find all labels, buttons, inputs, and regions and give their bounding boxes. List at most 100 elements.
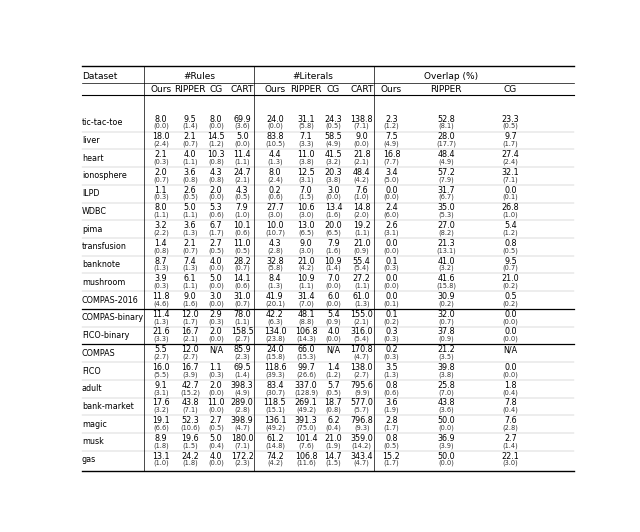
Text: 24.0: 24.0 [266,114,284,123]
Text: (2.7): (2.7) [153,354,169,360]
Text: 11.8: 11.8 [152,292,170,301]
Text: 0.0: 0.0 [504,186,516,195]
Text: Dataset: Dataset [82,72,117,81]
Text: FICO: FICO [82,367,100,376]
Text: (2.8): (2.8) [234,407,250,413]
Text: (3.3): (3.3) [298,141,314,147]
Text: 21.3: 21.3 [437,239,455,248]
Text: (1.3): (1.3) [267,159,283,165]
Text: 134.0: 134.0 [264,328,286,336]
Text: (3.9): (3.9) [182,371,198,378]
Text: 24.2: 24.2 [181,452,199,461]
Text: 11.0: 11.0 [234,239,251,248]
Text: bank-market: bank-market [82,402,134,411]
Text: (1.7): (1.7) [502,141,518,147]
Text: 0.0: 0.0 [385,186,397,195]
Text: 2.9: 2.9 [209,310,222,319]
Text: 14.5: 14.5 [207,132,225,142]
Text: (0.8): (0.8) [208,176,224,182]
Text: (5.4): (5.4) [354,336,370,342]
Text: CG: CG [209,85,223,94]
Text: (7.1): (7.1) [502,176,518,182]
Text: (1.3): (1.3) [182,229,198,236]
Text: 6.0: 6.0 [327,292,340,301]
Text: (10.7): (10.7) [265,229,285,236]
Text: (1.7): (1.7) [208,229,224,236]
Text: 13.1: 13.1 [152,452,170,461]
Text: 10.9: 10.9 [324,256,342,265]
Text: 27.0: 27.0 [437,221,455,230]
Text: (1.4): (1.4) [326,265,341,271]
Text: (2.3): (2.3) [234,354,250,360]
Text: 0.1: 0.1 [385,310,397,319]
Text: (1.3): (1.3) [383,371,399,378]
Text: RIPPER: RIPPER [174,85,206,94]
Text: 21.8: 21.8 [353,150,371,159]
Text: 101.4: 101.4 [295,434,317,443]
Text: (4.7): (4.7) [354,354,370,360]
Text: (4.2): (4.2) [354,176,370,182]
Text: 42.7: 42.7 [181,381,199,390]
Text: 28.2: 28.2 [234,256,251,265]
Text: (0.5): (0.5) [326,389,341,396]
Text: 35.0: 35.0 [437,203,455,212]
Text: 16.0: 16.0 [152,363,170,372]
Text: (0.3): (0.3) [153,282,169,289]
Text: 48.4: 48.4 [353,168,371,177]
Text: (6.5): (6.5) [298,229,314,236]
Text: 32.1: 32.1 [502,168,519,177]
Text: 27.7: 27.7 [266,203,284,212]
Text: (7.0): (7.0) [438,389,454,396]
Text: Ours: Ours [150,85,172,94]
Text: 5.7: 5.7 [327,381,340,390]
Text: 0.2: 0.2 [385,345,398,354]
Text: (0.0): (0.0) [502,318,518,325]
Text: (8.2): (8.2) [438,229,454,236]
Text: heart: heart [82,154,104,163]
Text: 7.0: 7.0 [300,186,312,195]
Text: (0.0): (0.0) [208,282,224,289]
Text: (0.3): (0.3) [383,265,399,271]
Text: 172.2: 172.2 [231,452,253,461]
Text: 28.0: 28.0 [437,132,455,142]
Text: (4.7): (4.7) [234,425,250,431]
Text: 69.5: 69.5 [234,363,251,372]
Text: (7.7): (7.7) [383,159,399,165]
Text: 398.9: 398.9 [231,416,253,425]
Text: 4.0: 4.0 [210,452,222,461]
Text: (3.0): (3.0) [267,212,283,218]
Text: 180.0: 180.0 [231,434,253,443]
Text: 170.8: 170.8 [351,345,373,354]
Text: COMPAS-2016: COMPAS-2016 [82,296,139,304]
Text: RIPPER: RIPPER [430,85,462,94]
Text: 10.0: 10.0 [266,221,284,230]
Text: (0.3): (0.3) [153,159,169,165]
Text: (0.0): (0.0) [208,265,224,271]
Text: ionosphere: ionosphere [82,171,127,180]
Text: (11.6): (11.6) [296,460,316,467]
Text: 4.0: 4.0 [184,150,196,159]
Text: 1.4: 1.4 [155,239,167,248]
Text: (1.1): (1.1) [182,282,198,289]
Text: 31.4: 31.4 [298,292,315,301]
Text: (0.0): (0.0) [153,123,169,129]
Text: 21.2: 21.2 [437,345,455,354]
Text: (0.2): (0.2) [383,318,399,325]
Text: 99.7: 99.7 [297,363,315,372]
Text: (0.0): (0.0) [234,141,250,147]
Text: (5.3): (5.3) [438,212,454,218]
Text: tic-tac-toe: tic-tac-toe [82,118,124,127]
Text: pima: pima [82,225,102,234]
Text: 12.5: 12.5 [298,168,315,177]
Text: 5.4: 5.4 [327,310,340,319]
Text: 3.6: 3.6 [184,221,196,230]
Text: (3.0): (3.0) [502,460,518,467]
Text: (2.1): (2.1) [354,318,370,325]
Text: 61.0: 61.0 [353,292,371,301]
Text: 24.0: 24.0 [266,345,284,354]
Text: (0.0): (0.0) [502,371,518,378]
Text: (0.4): (0.4) [502,407,518,413]
Text: 27.4: 27.4 [502,150,520,159]
Text: 7.0: 7.0 [327,275,340,283]
Text: 2.7: 2.7 [209,239,222,248]
